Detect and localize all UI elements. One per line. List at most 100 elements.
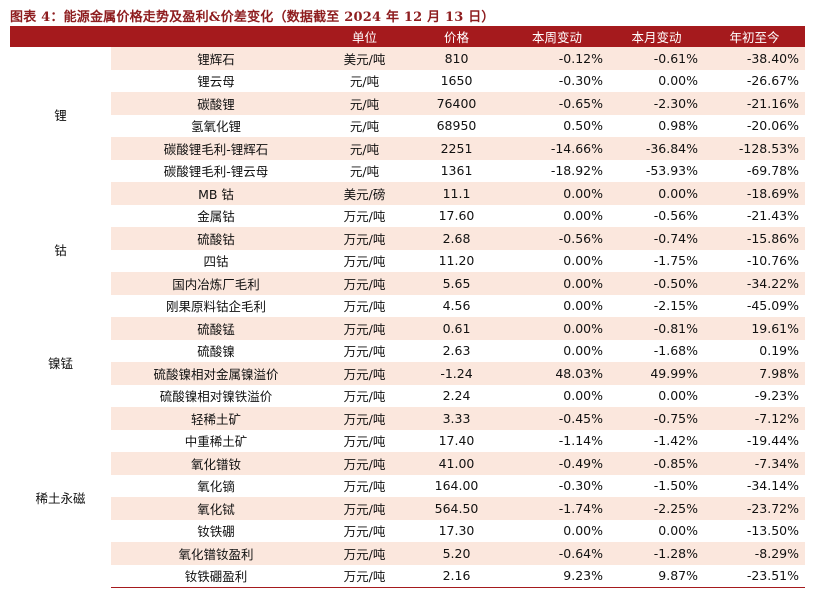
week-change-cell: -0.30% [558,478,603,494]
table-row: 钕铁硼 万元/吨 17.30 0.00% 0.00% -13.50% [10,520,805,543]
month-change-cell: -0.75% [609,407,704,430]
unit-cell: 万元/吨 [321,497,408,520]
unit-cell: 元/吨 [349,164,380,180]
ytd-change-cell: 7.98% [704,362,805,385]
ytd-change-cell: -45.09% [746,298,799,314]
table-row: 氧化镨钕盈利 万元/吨 5.20 -0.64% -1.28% -8.29% [10,542,805,565]
unit-cell: 万元/吨 [343,209,386,225]
ytd-change-cell: -26.67% [746,73,799,89]
table-body: 锂锂辉石 美元/吨 810 -0.12% -0.61% -38.40% 锂云母 元/吨 1650… [10,47,805,588]
unit-cell: 万元/吨 [321,317,408,340]
ytd-change-cell: -23.72% [704,497,805,520]
month-change-cell: -0.50% [609,272,704,295]
week-change-cell: 0.00% [563,208,603,224]
month-change-cell: -2.25% [609,497,704,520]
week-change-cell: 0.00% [563,298,603,314]
item-name: 氧化铽 [111,497,321,520]
ytd-change-cell: -19.44% [746,433,799,449]
price-cell: 17.30 [438,523,475,539]
table-row: 钴 MB 钴美元/磅 11.1 0.00% 0.00% -18.69% [10,182,805,317]
figure-title: 图表 4：能源金属价格走势及盈利&价差变化（数据截至 2024 年 12 月 1… [10,10,495,25]
header-item [111,26,321,47]
table-row: 硫酸镍相对镍铁溢价 万元/吨 2.24 0.00% 0.00% -9.23% [10,385,805,408]
item-name: 碳酸锂 [111,92,321,115]
price-cell: 5.65 [408,272,505,295]
price-cell: 2.63 [442,343,471,359]
table-row: 氢氧化锂 元/吨 68950 0.50% 0.98% -20.06% [10,115,805,138]
month-change-cell: 0.00% [658,73,698,89]
week-change-cell: 0.50% [563,118,603,134]
table-row: 氧化镨钕 万元/吨 41.00 -0.49% -0.85% -7.34% [10,452,805,475]
ytd-change-cell: -34.14% [746,478,799,494]
header-month-change: 本月变动 [609,26,704,47]
price-cell: 1361 [440,163,473,179]
month-change-cell: -1.50% [653,478,698,494]
item-name: 金属钴 [197,209,235,225]
month-change-cell: 0.98% [658,118,698,134]
week-change-cell: 0.00% [505,317,609,340]
item-name: MB 钴 [111,182,321,205]
item-name: 氢氧化锂 [190,119,241,135]
ytd-change-cell: -8.29% [704,542,805,565]
month-change-cell: -1.28% [609,542,704,565]
item-name: 国内冶炼厂毛利 [111,272,321,295]
price-table-container: 单位 价格 本周变动 本月变动 年初至今 锂锂辉石 美元/吨 810 -0.12% -0… [10,26,805,588]
unit-cell: 美元/吨 [321,47,408,70]
week-change-cell: -0.30% [558,73,603,89]
price-cell: 11.1 [408,182,505,205]
week-change-cell: 0.00% [505,182,609,205]
unit-cell: 万元/吨 [321,564,408,588]
header-ytd-change: 年初至今 [704,26,805,47]
price-cell: 3.33 [408,407,505,430]
table-row: 硫酸镍 万元/吨 2.63 0.00% -1.68% 0.19% [10,340,805,363]
item-name: 刚果原料钴企毛利 [165,299,266,315]
unit-cell: 万元/吨 [321,452,408,475]
item-name: 锂云母 [197,74,235,90]
ytd-change-cell: -34.22% [704,272,805,295]
week-change-cell: 0.00% [563,388,603,404]
unit-cell: 万元/吨 [321,272,408,295]
item-name: 轻稀土矿 [111,407,321,430]
unit-cell: 美元/磅 [321,182,408,205]
price-cell: 17.60 [438,208,475,224]
month-change-cell: -0.74% [609,227,704,250]
week-change-cell: -0.64% [505,542,609,565]
item-name: 氧化镨钕 [111,452,321,475]
item-name: 硫酸锰 [111,317,321,340]
unit-cell: 万元/吨 [321,542,408,565]
table-row: 钕铁硼盈利 万元/吨 2.16 9.23% 9.87% -23.51% [10,564,805,588]
item-name: 锂辉石 [111,47,321,70]
item-name: 碳酸锂毛利-锂辉石 [111,137,321,160]
ytd-change-cell: -9.23% [754,388,799,404]
month-change-cell: 0.00% [609,182,704,205]
price-cell: 2.16 [408,564,505,588]
unit-cell: 万元/吨 [321,407,408,430]
ytd-change-cell: -69.78% [746,163,799,179]
unit-cell: 万元/吨 [343,299,386,315]
group-label: 锂 [10,47,111,182]
price-cell: -1.24 [408,362,505,385]
week-change-cell: 0.00% [505,272,609,295]
price-cell: 68950 [436,118,477,134]
table-row: 国内冶炼厂毛利 万元/吨 5.65 0.00% -0.50% -34.22% [10,272,805,295]
month-change-cell: -53.93% [645,163,698,179]
table-row: 氧化镝 万元/吨 164.00 -0.30% -1.50% -34.14% [10,475,805,498]
item-name: 碳酸锂毛利-锂云母 [163,164,269,180]
header-row: 单位 价格 本周变动 本月变动 年初至今 [10,26,805,47]
table-row: 四钴 万元/吨 11.20 0.00% -1.75% -10.76% [10,250,805,273]
price-cell: 2.24 [442,388,471,404]
ytd-change-cell: -7.34% [704,452,805,475]
week-change-cell: 0.00% [563,343,603,359]
header-week-change: 本周变动 [505,26,609,47]
ytd-change-cell: -7.12% [704,407,805,430]
item-name: 硫酸镍相对金属镍溢价 [111,362,321,385]
table-row: 碳酸锂 元/吨 76400 -0.65% -2.30% -21.16% [10,92,805,115]
price-cell: 1650 [440,73,473,89]
table-row: 金属钴 万元/吨 17.60 0.00% -0.56% -21.43% [10,205,805,228]
week-change-cell: -18.92% [550,163,603,179]
table-row: 碳酸锂毛利-锂云母 元/吨 1361 -18.92% -53.93% -69.78% [10,160,805,183]
table-row: 锂云母 元/吨 1650 -0.30% 0.00% -26.67% [10,70,805,93]
month-change-cell: -1.68% [653,343,698,359]
ytd-change-cell: 19.61% [704,317,805,340]
month-change-cell: -36.84% [609,137,704,160]
